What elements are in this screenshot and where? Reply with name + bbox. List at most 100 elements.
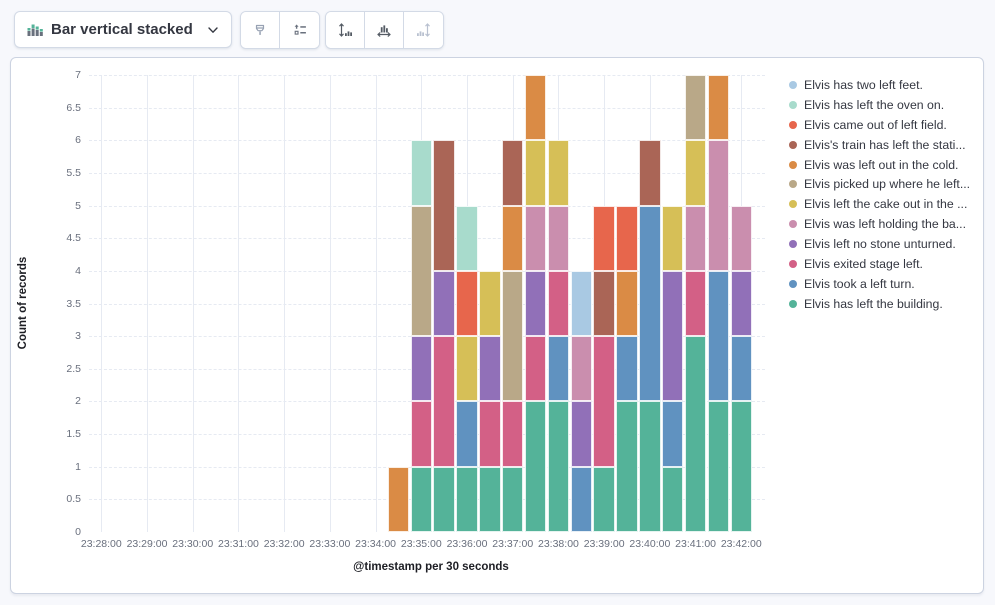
- bar-segment[interactable]: [707, 401, 730, 532]
- bar-segment[interactable]: [479, 270, 501, 337]
- bar-segment[interactable]: [524, 205, 547, 271]
- x-tick-label: 23:36:00: [446, 538, 488, 550]
- bar-segment[interactable]: [639, 401, 661, 532]
- bar-segment[interactable]: [524, 270, 547, 337]
- bar-segment[interactable]: [524, 336, 547, 402]
- x-tick-label: 23:28:00: [80, 538, 122, 550]
- bar-segment[interactable]: [524, 140, 547, 206]
- bar-segment[interactable]: [410, 466, 432, 532]
- bar-segment[interactable]: [479, 466, 501, 532]
- bar-segment[interactable]: [707, 140, 730, 271]
- bar-segment[interactable]: [662, 401, 684, 467]
- legend-item-label: Elvis left no stone unturned.: [804, 237, 956, 252]
- bar-segment[interactable]: [502, 140, 524, 206]
- legend-settings-button[interactable]: [280, 12, 319, 48]
- bar-segment[interactable]: [570, 336, 592, 402]
- bar-segment[interactable]: [616, 270, 638, 337]
- legend-item[interactable]: Elvis left the cake out in the ...: [789, 194, 981, 214]
- chart-toolbar: Bar vertical stacked: [0, 0, 995, 57]
- bar-segment[interactable]: [433, 140, 455, 271]
- chart-type-dropdown[interactable]: Bar vertical stacked: [14, 11, 232, 48]
- bar-segment[interactable]: [502, 401, 524, 467]
- x-tick-label: 23:31:00: [218, 538, 259, 550]
- legend-item[interactable]: Elvis was left out in the cold.: [789, 155, 981, 175]
- bar-segment[interactable]: [730, 401, 752, 532]
- bar-segment[interactable]: [684, 270, 707, 337]
- bar-segment[interactable]: [547, 270, 570, 337]
- bar-segment[interactable]: [456, 270, 478, 337]
- bar-segment[interactable]: [593, 336, 615, 467]
- bar-segment[interactable]: [616, 401, 638, 532]
- bar-segment[interactable]: [524, 75, 547, 141]
- legend-item[interactable]: Elvis picked up where he left...: [789, 174, 981, 194]
- bar-segment[interactable]: [502, 466, 524, 532]
- bar-segment[interactable]: [479, 401, 501, 467]
- legend-item-label: Elvis was left out in the cold.: [804, 157, 959, 172]
- bar-segment[interactable]: [730, 270, 752, 337]
- bar-segment[interactable]: [433, 336, 455, 467]
- bar-segment[interactable]: [456, 466, 478, 532]
- bar-segment[interactable]: [410, 401, 432, 467]
- bar-segment[interactable]: [707, 75, 730, 141]
- legend-color-dot: [789, 220, 797, 229]
- legend-item[interactable]: Elvis took a left turn.: [789, 274, 981, 294]
- bar-segment[interactable]: [456, 205, 478, 271]
- left-axis-button[interactable]: [326, 12, 365, 48]
- bar-segment[interactable]: [730, 336, 752, 402]
- bar-segment[interactable]: [502, 205, 524, 271]
- bar-segment[interactable]: [547, 205, 570, 271]
- legend-settings-icon: [292, 22, 308, 38]
- x-tick-label: 23:30:00: [172, 538, 214, 550]
- bar-segment[interactable]: [570, 401, 592, 467]
- bar-segment[interactable]: [616, 336, 638, 402]
- bar-segment[interactable]: [684, 140, 707, 206]
- legend-item[interactable]: Elvis was left holding the ba...: [789, 214, 981, 234]
- bar-segment[interactable]: [730, 205, 752, 271]
- bar-segment[interactable]: [616, 205, 638, 271]
- bar-segment[interactable]: [570, 466, 592, 532]
- bar-segment[interactable]: [593, 205, 615, 271]
- bar-segment[interactable]: [524, 401, 547, 532]
- gridline: [89, 107, 765, 109]
- bar-segment[interactable]: [410, 205, 432, 337]
- bar-segment[interactable]: [410, 140, 432, 206]
- bar-segment[interactable]: [662, 466, 684, 532]
- visual-options-button[interactable]: [241, 12, 280, 48]
- chart-type-label: Bar vertical stacked: [51, 21, 193, 38]
- bar-segment[interactable]: [639, 205, 661, 402]
- bar-segment[interactable]: [387, 466, 410, 532]
- bar-segment[interactable]: [684, 205, 707, 271]
- legend-color-dot: [789, 100, 797, 109]
- bar-segment[interactable]: [433, 466, 455, 532]
- bar-segment[interactable]: [570, 270, 592, 337]
- bar-segment[interactable]: [684, 75, 707, 141]
- bar-segment[interactable]: [639, 140, 661, 206]
- legend-item[interactable]: Elvis exited stage left.: [789, 254, 981, 274]
- legend-item[interactable]: Elvis has left the building.: [789, 294, 981, 314]
- legend-item[interactable]: Elvis has two left feet.: [789, 75, 981, 95]
- bar-segment[interactable]: [593, 270, 615, 337]
- bar-segment[interactable]: [662, 205, 684, 271]
- bar-segment[interactable]: [456, 401, 478, 467]
- bar-segment[interactable]: [433, 270, 455, 337]
- bottom-axis-button[interactable]: [365, 12, 404, 48]
- bar-segment[interactable]: [456, 336, 478, 402]
- legend-item[interactable]: Elvis's train has left the stati...: [789, 135, 981, 155]
- x-tick-label: 23:33:00: [309, 538, 351, 550]
- bar-segment[interactable]: [410, 336, 432, 402]
- bar-segment[interactable]: [479, 336, 501, 402]
- bar-segment[interactable]: [547, 336, 570, 402]
- bar-segment[interactable]: [502, 270, 524, 402]
- bar-segment[interactable]: [593, 466, 615, 532]
- bar-segment[interactable]: [707, 270, 730, 402]
- bar-segment[interactable]: [547, 401, 570, 532]
- right-axis-button[interactable]: [404, 12, 443, 48]
- legend-color-dot: [789, 180, 797, 189]
- legend-item[interactable]: Elvis left no stone unturned.: [789, 234, 981, 254]
- legend-item[interactable]: Elvis came out of left field.: [789, 115, 981, 135]
- bar-segment[interactable]: [547, 140, 570, 206]
- bar-segment[interactable]: [684, 336, 707, 532]
- legend-item[interactable]: Elvis has left the oven on.: [789, 95, 981, 115]
- bar-segment[interactable]: [662, 270, 684, 402]
- x-axis-title: @timestamp per 30 seconds: [353, 561, 509, 573]
